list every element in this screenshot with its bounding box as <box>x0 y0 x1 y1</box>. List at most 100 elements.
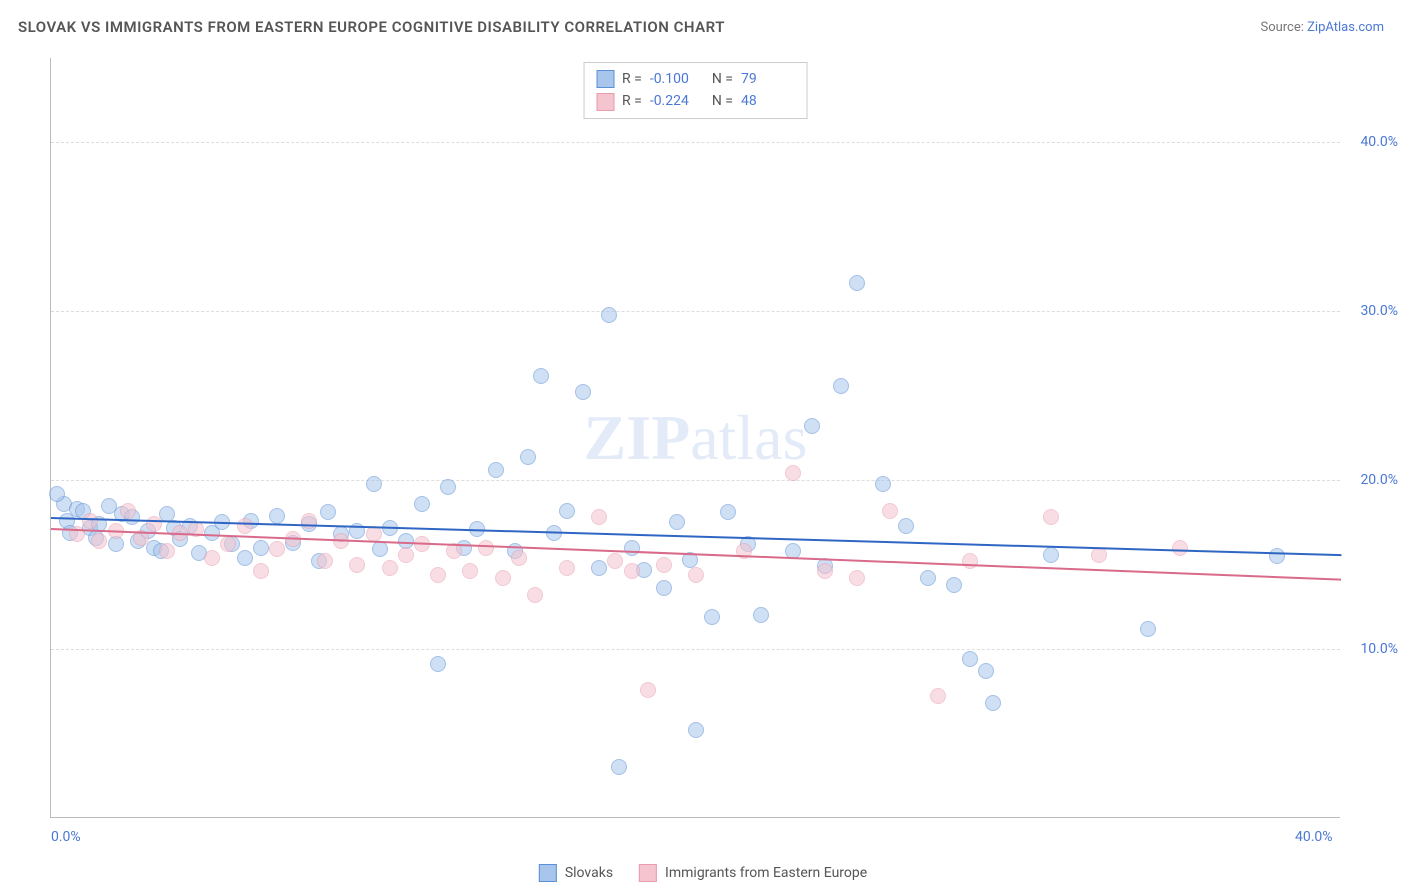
data-point <box>559 503 575 519</box>
data-point <box>601 307 617 323</box>
data-point <box>1269 548 1285 564</box>
data-point <box>91 533 107 549</box>
y-tick-label: 20.0% <box>1348 472 1398 488</box>
watermark-text: ZIPatlas <box>584 401 808 475</box>
data-point <box>253 540 269 556</box>
data-point <box>366 476 382 492</box>
data-point <box>520 449 536 465</box>
data-point <box>704 609 720 625</box>
data-point <box>220 536 236 552</box>
data-point <box>398 547 414 563</box>
data-point <box>656 580 672 596</box>
r-value: -0.224 <box>650 90 704 112</box>
data-point <box>527 587 543 603</box>
data-point <box>833 378 849 394</box>
data-point <box>607 553 623 569</box>
y-tick-label: 30.0% <box>1348 303 1398 319</box>
data-point <box>382 560 398 576</box>
data-point <box>591 509 607 525</box>
correlation-stats-legend: R =-0.100N =79R =-0.224N =48 <box>583 62 808 119</box>
n-label: N = <box>712 68 733 90</box>
data-point <box>237 550 253 566</box>
data-point <box>720 504 736 520</box>
data-point <box>849 275 865 291</box>
legend-swatch-icon <box>596 70 614 88</box>
legend-series-name: Immigrants from Eastern Europe <box>665 865 867 881</box>
gridline <box>51 142 1340 143</box>
data-point <box>372 541 388 557</box>
data-point <box>511 550 527 566</box>
data-point <box>82 513 98 529</box>
data-point <box>269 508 285 524</box>
data-point <box>978 663 994 679</box>
gridline <box>51 649 1340 650</box>
data-point <box>440 479 456 495</box>
data-point <box>962 651 978 667</box>
data-point <box>430 656 446 672</box>
data-point <box>985 695 1001 711</box>
data-point <box>120 503 136 519</box>
y-tick-label: 10.0% <box>1348 641 1398 657</box>
data-point <box>688 567 704 583</box>
n-label: N = <box>712 90 733 112</box>
data-point <box>320 504 336 520</box>
data-point <box>1172 540 1188 556</box>
series-legend: Slovaks Immigrants from Eastern Europe <box>539 864 867 882</box>
stats-row: R = -0.224 N = 48 <box>596 90 795 112</box>
data-point <box>640 682 656 698</box>
data-point <box>804 418 820 434</box>
data-point <box>237 518 253 534</box>
data-point <box>49 486 65 502</box>
data-point <box>785 465 801 481</box>
data-point <box>533 368 549 384</box>
source-attribution: Source: ZipAtlas.com <box>1260 20 1384 35</box>
data-point <box>962 553 978 569</box>
data-point <box>1043 547 1059 563</box>
data-point <box>349 557 365 573</box>
data-point <box>204 550 220 566</box>
stats-row: R =-0.100N =79 <box>596 68 795 90</box>
data-point <box>688 722 704 738</box>
data-point <box>559 560 575 576</box>
data-point <box>159 543 175 559</box>
data-point <box>478 540 494 556</box>
r-label: R = <box>622 68 642 90</box>
y-tick-label: 40.0% <box>1348 134 1398 150</box>
source-label: Source: <box>1260 20 1307 35</box>
data-point <box>462 563 478 579</box>
legend-swatch-icon <box>596 93 614 111</box>
data-point <box>875 476 891 492</box>
data-point <box>317 553 333 569</box>
n-value: 79 <box>741 68 795 90</box>
data-point <box>430 567 446 583</box>
data-point <box>656 557 672 573</box>
data-point <box>898 518 914 534</box>
data-point <box>669 514 685 530</box>
data-point <box>946 577 962 593</box>
gridline <box>51 311 1340 312</box>
data-point <box>575 384 591 400</box>
data-point <box>488 462 504 478</box>
data-point <box>1140 621 1156 637</box>
x-tick-label: 0.0% <box>51 829 81 845</box>
legend-item: Immigrants from Eastern Europe <box>639 864 867 882</box>
data-point <box>495 570 511 586</box>
n-value: 48 <box>741 90 795 112</box>
data-point <box>930 688 946 704</box>
data-point <box>1043 509 1059 525</box>
source-link[interactable]: ZipAtlas.com <box>1307 20 1384 35</box>
data-point <box>414 496 430 512</box>
data-point <box>611 759 627 775</box>
data-point <box>146 516 162 532</box>
data-point <box>624 540 640 556</box>
data-point <box>920 570 936 586</box>
data-point <box>591 560 607 576</box>
chart-title: SLOVAK VS IMMIGRANTS FROM EASTERN EUROPE… <box>18 18 725 36</box>
x-tick-label: 40.0% <box>1295 829 1333 845</box>
data-point <box>753 607 769 623</box>
scatter-plot-area: ZIPatlas R =-0.100N =79R =-0.224N =48 10… <box>50 58 1340 818</box>
legend-item: Slovaks <box>539 864 613 882</box>
data-point <box>253 563 269 579</box>
legend-swatch-icon <box>639 864 657 882</box>
r-label: R = <box>622 90 642 112</box>
